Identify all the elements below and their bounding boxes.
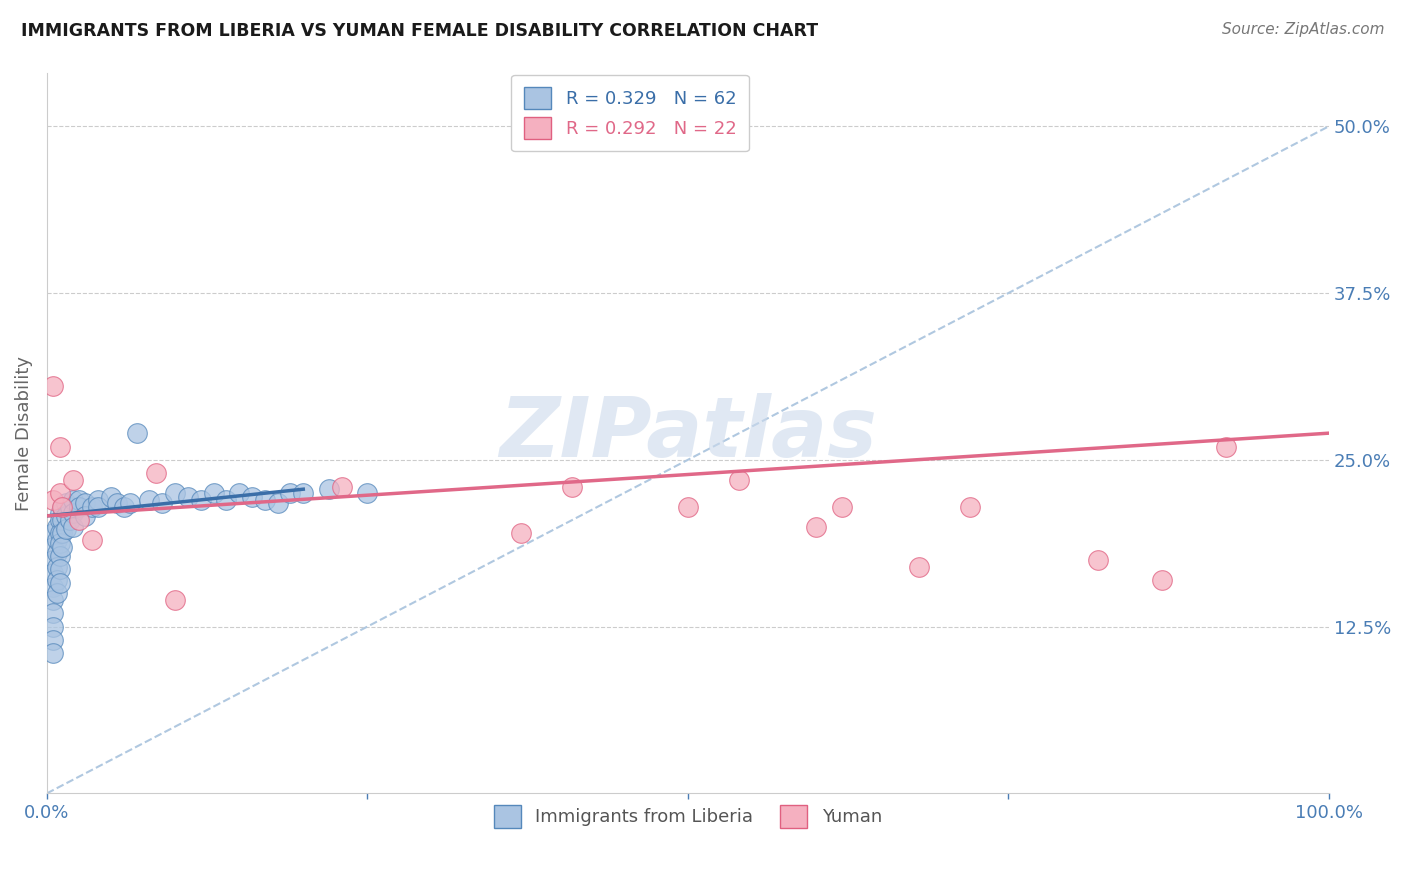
Point bbox=[42, 580, 65, 594]
Point bbox=[55, 522, 77, 536]
Point bbox=[48, 440, 70, 454]
Point bbox=[138, 492, 160, 507]
Point bbox=[48, 526, 70, 541]
Point bbox=[105, 495, 128, 509]
Point bbox=[42, 492, 65, 507]
Point bbox=[676, 500, 699, 514]
Point bbox=[48, 486, 70, 500]
Text: IMMIGRANTS FROM LIBERIA VS YUMAN FEMALE DISABILITY CORRELATION CHART: IMMIGRANTS FROM LIBERIA VS YUMAN FEMALE … bbox=[21, 22, 818, 40]
Point bbox=[51, 500, 73, 514]
Point bbox=[42, 619, 65, 633]
Legend: Immigrants from Liberia, Yuman: Immigrants from Liberia, Yuman bbox=[486, 798, 889, 835]
Point bbox=[48, 562, 70, 576]
Point bbox=[51, 500, 73, 514]
Point bbox=[202, 486, 225, 500]
Point bbox=[831, 500, 853, 514]
Point bbox=[87, 500, 110, 514]
Point bbox=[42, 379, 65, 393]
Point bbox=[959, 500, 981, 514]
Point bbox=[51, 513, 73, 527]
Point bbox=[266, 495, 288, 509]
Point bbox=[62, 506, 84, 520]
Point bbox=[42, 646, 65, 660]
Point bbox=[177, 490, 200, 504]
Point bbox=[42, 540, 65, 554]
Point bbox=[42, 566, 65, 581]
Point bbox=[59, 513, 82, 527]
Point bbox=[46, 519, 69, 533]
Point bbox=[165, 593, 187, 607]
Point bbox=[228, 486, 250, 500]
Point bbox=[55, 495, 77, 509]
Point bbox=[561, 479, 583, 493]
Point bbox=[75, 508, 97, 523]
Point bbox=[42, 607, 65, 621]
Point bbox=[907, 559, 929, 574]
Point bbox=[165, 486, 187, 500]
Point bbox=[42, 553, 65, 567]
Point bbox=[48, 513, 70, 527]
Point bbox=[240, 490, 263, 504]
Point bbox=[67, 492, 90, 507]
Point bbox=[318, 482, 340, 496]
Point bbox=[100, 490, 122, 504]
Point bbox=[48, 506, 70, 520]
Point bbox=[48, 549, 70, 563]
Point bbox=[728, 473, 751, 487]
Point bbox=[145, 466, 167, 480]
Text: Source: ZipAtlas.com: Source: ZipAtlas.com bbox=[1222, 22, 1385, 37]
Point bbox=[51, 526, 73, 541]
Y-axis label: Female Disability: Female Disability bbox=[15, 356, 32, 510]
Point bbox=[215, 492, 238, 507]
Point bbox=[42, 593, 65, 607]
Point bbox=[75, 495, 97, 509]
Point bbox=[46, 573, 69, 587]
Point bbox=[42, 632, 65, 647]
Point bbox=[125, 426, 148, 441]
Point bbox=[1152, 573, 1174, 587]
Point bbox=[62, 473, 84, 487]
Point bbox=[55, 508, 77, 523]
Point bbox=[67, 500, 90, 514]
Point bbox=[292, 486, 315, 500]
Point bbox=[280, 486, 302, 500]
Point bbox=[510, 526, 533, 541]
Point bbox=[1087, 553, 1109, 567]
Point bbox=[120, 495, 142, 509]
Point bbox=[87, 492, 110, 507]
Point bbox=[51, 540, 73, 554]
Point bbox=[1215, 440, 1237, 454]
Point bbox=[59, 500, 82, 514]
Point bbox=[253, 492, 276, 507]
Point bbox=[62, 519, 84, 533]
Point bbox=[62, 492, 84, 507]
Point bbox=[67, 513, 90, 527]
Point bbox=[190, 492, 212, 507]
Point bbox=[356, 486, 378, 500]
Point bbox=[46, 546, 69, 560]
Point bbox=[42, 526, 65, 541]
Point bbox=[330, 479, 353, 493]
Point bbox=[48, 535, 70, 549]
Point bbox=[46, 559, 69, 574]
Point bbox=[46, 586, 69, 600]
Point bbox=[150, 495, 173, 509]
Point bbox=[112, 500, 135, 514]
Point bbox=[46, 533, 69, 547]
Point bbox=[48, 575, 70, 590]
Point bbox=[804, 519, 827, 533]
Text: ZIPatlas: ZIPatlas bbox=[499, 392, 877, 474]
Point bbox=[80, 533, 103, 547]
Point bbox=[80, 500, 103, 514]
